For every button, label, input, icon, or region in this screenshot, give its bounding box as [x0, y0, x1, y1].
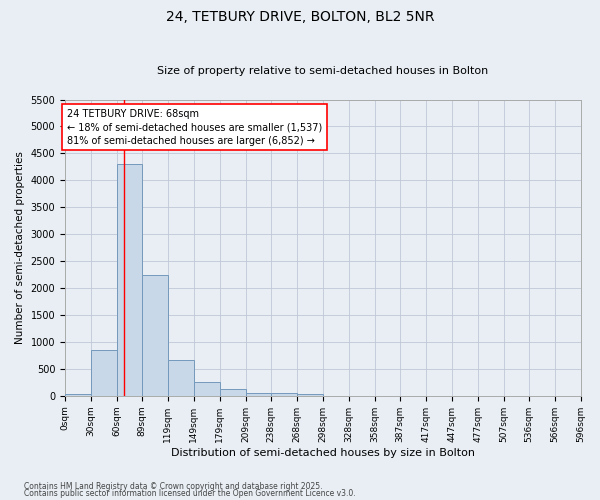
Bar [246, 392, 271, 396]
Bar [142, 274, 168, 396]
X-axis label: Distribution of semi-detached houses by size in Bolton: Distribution of semi-detached houses by … [171, 448, 475, 458]
Text: 24 TETBURY DRIVE: 68sqm
← 18% of semi-detached houses are smaller (1,537)
81% of: 24 TETBURY DRIVE: 68sqm ← 18% of semi-de… [67, 109, 322, 146]
Title: Size of property relative to semi-detached houses in Bolton: Size of property relative to semi-detach… [157, 66, 488, 76]
Text: 24, TETBURY DRIVE, BOLTON, BL2 5NR: 24, TETBURY DRIVE, BOLTON, BL2 5NR [166, 10, 434, 24]
Bar [65, 394, 91, 396]
Bar [117, 164, 142, 396]
Bar [220, 390, 246, 396]
Bar [297, 394, 323, 396]
Bar [168, 360, 194, 396]
Text: Contains HM Land Registry data © Crown copyright and database right 2025.: Contains HM Land Registry data © Crown c… [24, 482, 323, 491]
Text: Contains public sector information licensed under the Open Government Licence v3: Contains public sector information licen… [24, 489, 356, 498]
Bar [194, 382, 220, 396]
Bar [91, 350, 117, 396]
Bar [271, 392, 297, 396]
Y-axis label: Number of semi-detached properties: Number of semi-detached properties [15, 151, 25, 344]
